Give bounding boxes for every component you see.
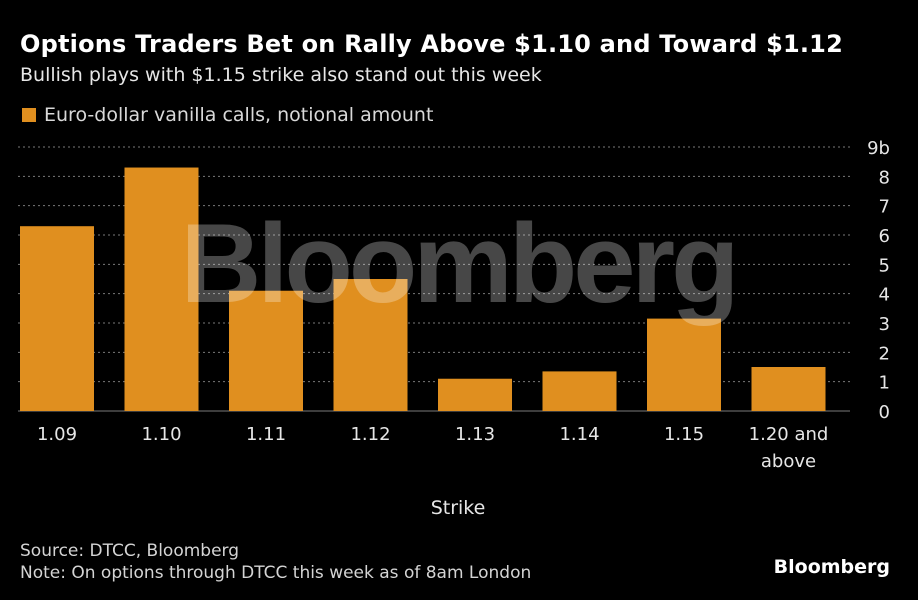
- bar-1.10: [124, 167, 199, 411]
- y-axis-ticks: 0 1 2 3 4 5 6 7 8 9b: [867, 138, 890, 423]
- x-tick-label: 1.13: [455, 424, 495, 445]
- chart-title: Options Traders Bet on Rally Above $1.10…: [20, 30, 843, 58]
- y-tick-label: 2: [879, 343, 890, 364]
- x-axis-ticks: 1.09 1.10 1.11 1.12 1.13 1.14 1.15 1.20 and abov…: [37, 424, 828, 472]
- bar-1.13: [438, 378, 512, 411]
- source-text: Source: DTCC, Bloomberg: [20, 541, 240, 561]
- x-tick-label: 1.15: [664, 424, 704, 445]
- bar-1.09: [20, 226, 94, 411]
- y-tick-label: 9b: [867, 138, 890, 159]
- x-tick-label: 1.10: [141, 424, 181, 445]
- x-tick-label: 1.20 and above: [749, 424, 829, 472]
- y-tick-label: 6: [879, 226, 890, 247]
- y-tick-label: 8: [879, 167, 890, 188]
- y-tick-label: 3: [879, 314, 890, 335]
- x-tick-label: 1.09: [37, 424, 77, 445]
- y-tick-label: 7: [879, 197, 890, 218]
- bar-1.15: [647, 318, 721, 411]
- y-tick-label: 5: [879, 255, 890, 276]
- note-text: Note: On options through DTCC this week …: [20, 563, 532, 583]
- bar-1.11: [229, 290, 303, 411]
- bloomberg-logo: Bloomberg: [773, 556, 890, 578]
- chart-subtitle: Bullish plays with $1.15 strike also sta…: [20, 64, 542, 86]
- legend-swatch: [22, 108, 36, 122]
- bar-1.20: [751, 367, 826, 411]
- y-tick-label: 4: [879, 285, 890, 306]
- bar-1.14: [542, 371, 617, 411]
- y-tick-label: 0: [879, 402, 890, 423]
- x-tick-label: 1.11: [246, 424, 286, 445]
- bar-1.12: [333, 279, 408, 411]
- y-tick-label: 1: [879, 373, 890, 394]
- x-tick-label: 1.14: [559, 424, 599, 445]
- x-tick-label: 1.12: [350, 424, 390, 445]
- bars: [20, 167, 826, 411]
- legend: Euro-dollar vanilla calls, notional amou…: [22, 104, 433, 126]
- source-note: Source: DTCC, Bloomberg Note: On options…: [20, 540, 531, 584]
- bloomberg-watermark: Bloomberg: [180, 201, 735, 326]
- legend-label: Euro-dollar vanilla calls, notional amou…: [44, 104, 434, 126]
- x-axis-label: Strike: [431, 497, 486, 519]
